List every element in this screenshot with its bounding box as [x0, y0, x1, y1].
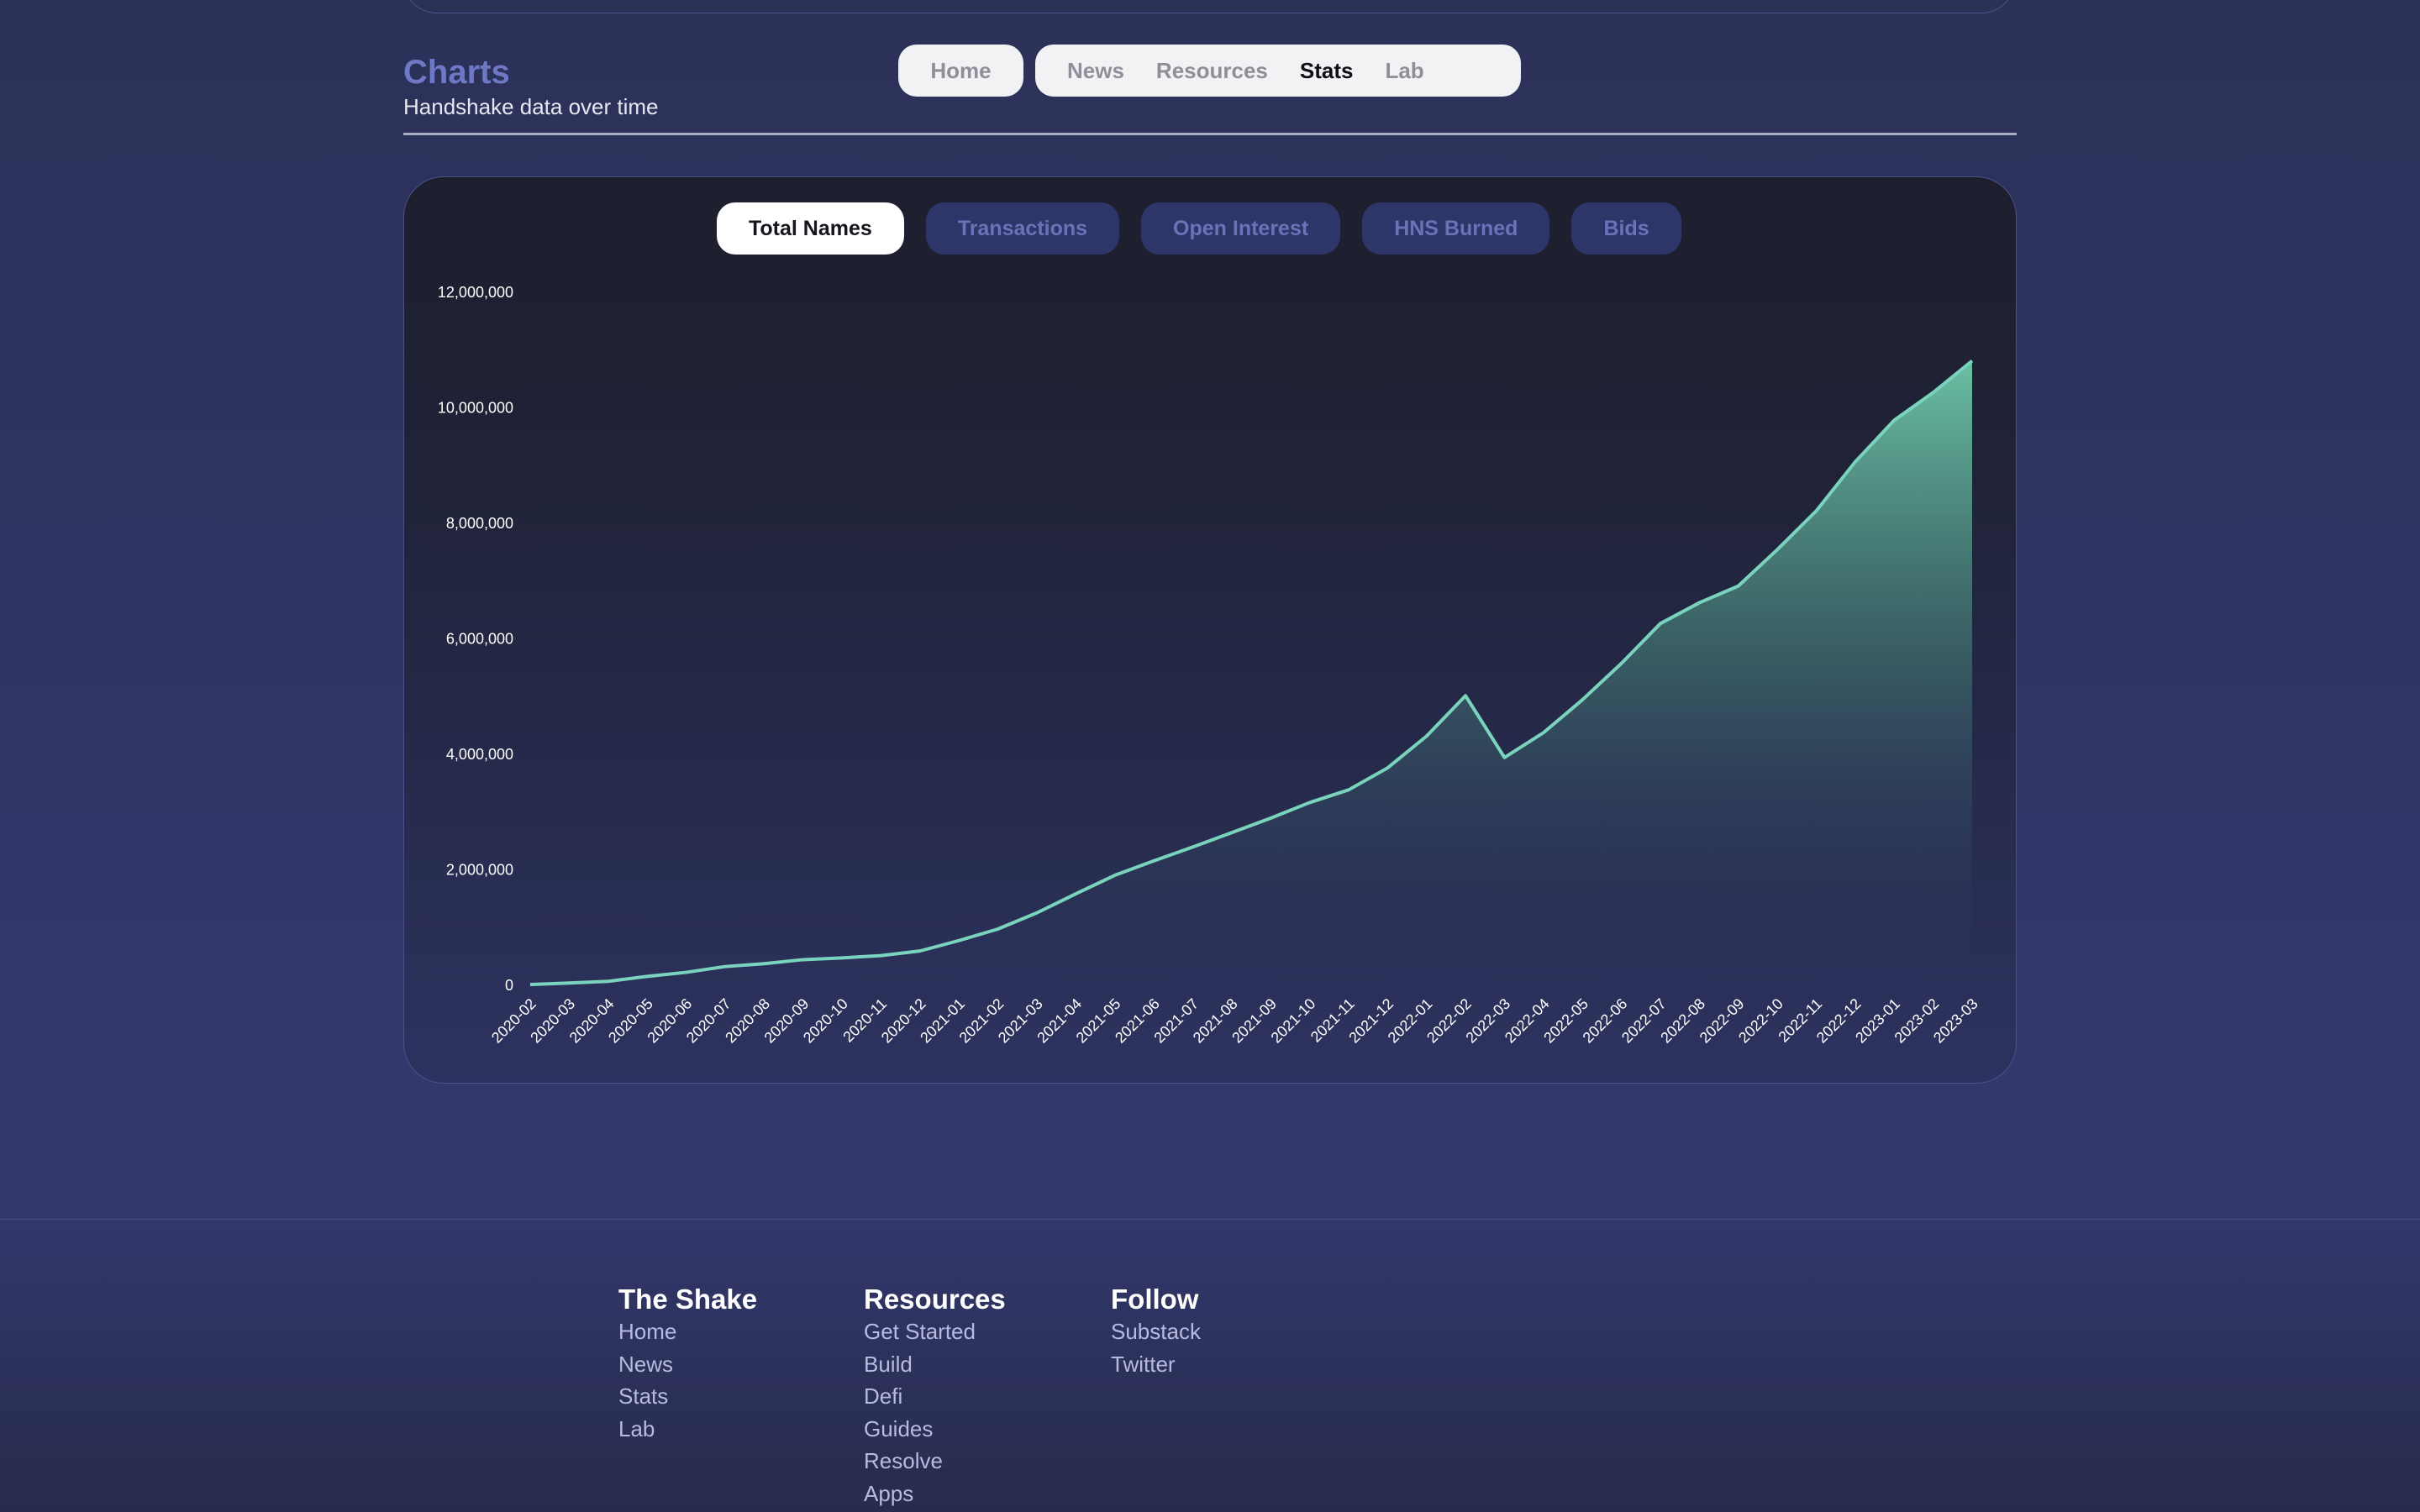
footer-heading: Resources: [864, 1284, 1006, 1315]
footer-link-resolve[interactable]: Resolve: [864, 1448, 943, 1473]
nav-home-button[interactable]: Home: [898, 45, 1023, 97]
series-line: [529, 359, 1974, 986]
chart-tabs: Total Names Transactions Open Interest H…: [717, 202, 1703, 255]
nav-link-news[interactable]: News: [1067, 57, 1124, 83]
footer-link-home[interactable]: Home: [618, 1319, 677, 1344]
page-subtitle: Handshake data over time: [403, 94, 659, 119]
footer-link-twitter[interactable]: Twitter: [1111, 1351, 1176, 1377]
footer-link-stats[interactable]: Stats: [618, 1383, 669, 1409]
y-tick-label: 4,000,000: [446, 746, 513, 763]
footer-link-guides[interactable]: Guides: [864, 1415, 934, 1441]
area-fill: [530, 360, 1972, 984]
tab-bids[interactable]: Bids: [1571, 202, 1681, 255]
main-nav: News Resources Stats Lab: [1035, 45, 1521, 97]
footer-heading: The Shake: [618, 1284, 758, 1315]
y-tick-label: 6,000,000: [446, 631, 513, 648]
y-tick-label: 0: [505, 977, 513, 994]
footer-column-the-shake: The Shake Home News Stats Lab: [618, 1284, 757, 1445]
y-tick-label: 8,000,000: [446, 515, 513, 532]
footer-link-defi[interactable]: Defi: [864, 1383, 903, 1409]
y-tick-label: 2,000,000: [446, 862, 513, 879]
footer-link-build[interactable]: Build: [864, 1351, 913, 1377]
footer-link-apps[interactable]: Apps: [864, 1480, 914, 1506]
y-tick-label: 12,000,000: [438, 284, 513, 301]
header-divider: [403, 133, 2017, 135]
page-title: Charts: [403, 54, 510, 91]
footer-link-news[interactable]: News: [618, 1351, 674, 1377]
footer-column-follow: Follow Substack Twitter: [1111, 1284, 1201, 1380]
tab-hns-burned[interactable]: HNS Burned: [1362, 202, 1550, 255]
nav-link-stats[interactable]: Stats: [1299, 57, 1354, 83]
tab-open-interest[interactable]: Open Interest: [1141, 202, 1341, 255]
footer-link-substack[interactable]: Substack: [1111, 1319, 1201, 1344]
nav-link-resources[interactable]: Resources: [1155, 57, 1268, 83]
total-names-chart: 0 2,000,000 4,000,000 6,000,000 8,000,000 10,…: [438, 284, 1981, 1047]
footer-link-get-started[interactable]: Get Started: [864, 1319, 976, 1344]
footer-link-lab[interactable]: Lab: [618, 1415, 655, 1441]
top-card-edge: [403, 0, 2015, 13]
tab-transactions[interactable]: Transactions: [925, 202, 1120, 255]
y-tick-label: 10,000,000: [438, 400, 513, 417]
footer-divider: [0, 1219, 2420, 1220]
tab-total-names[interactable]: Total Names: [717, 202, 904, 255]
chart-card: 0 2,000,000 4,000,000 6,000,000 8,000,000 10,…: [403, 176, 2017, 1084]
footer-heading: Follow: [1111, 1284, 1199, 1315]
nav-link-lab[interactable]: Lab: [1385, 57, 1424, 83]
footer-column-resources: Resources Get Started Build Defi Guides …: [864, 1284, 1006, 1509]
